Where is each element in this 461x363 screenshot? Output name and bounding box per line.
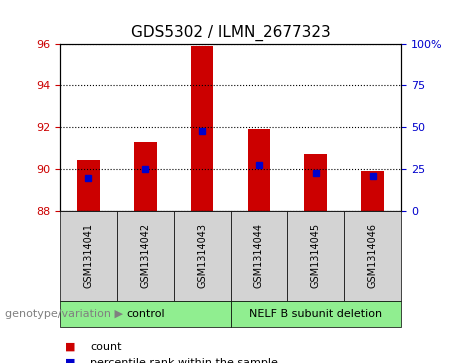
Text: ■: ■	[65, 358, 75, 363]
Text: control: control	[126, 309, 165, 319]
Bar	[191, 46, 213, 211]
Bar	[134, 142, 157, 211]
Text: percentile rank within the sample: percentile rank within the sample	[90, 358, 278, 363]
Text: genotype/variation ▶: genotype/variation ▶	[5, 309, 123, 319]
Bar	[361, 171, 384, 211]
Text: GSM1314043: GSM1314043	[197, 223, 207, 289]
Text: ■: ■	[65, 342, 75, 352]
Text: GSM1314046: GSM1314046	[367, 223, 378, 289]
Text: GSM1314045: GSM1314045	[311, 223, 321, 289]
Bar	[248, 129, 270, 211]
Text: GSM1314042: GSM1314042	[140, 223, 150, 289]
Text: GSM1314041: GSM1314041	[83, 223, 94, 289]
Bar	[77, 160, 100, 211]
Title: GDS5302 / ILMN_2677323: GDS5302 / ILMN_2677323	[130, 25, 331, 41]
Text: GSM1314044: GSM1314044	[254, 223, 264, 289]
Text: count: count	[90, 342, 121, 352]
Text: NELF B subunit deletion: NELF B subunit deletion	[249, 309, 382, 319]
Bar	[304, 154, 327, 211]
